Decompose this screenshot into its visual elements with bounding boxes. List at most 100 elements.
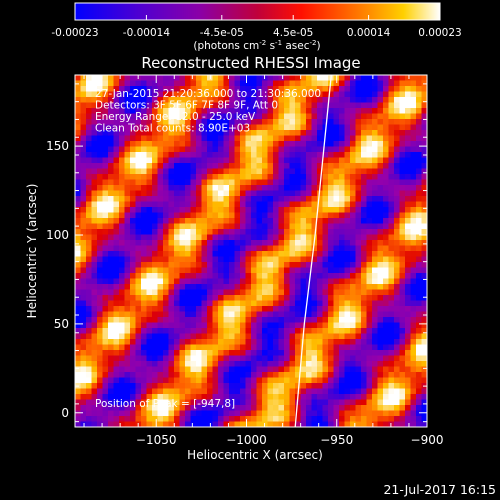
- heatmap-cell: [174, 190, 181, 197]
- heatmap-cell: [405, 75, 412, 82]
- heatmap-cell: [295, 168, 302, 175]
- heatmap-cell: [388, 289, 395, 296]
- heatmap-cell: [245, 405, 252, 412]
- heatmap-cell: [289, 168, 296, 175]
- heatmap-cell: [80, 267, 87, 274]
- heatmap-cell: [322, 168, 329, 175]
- heatmap-cell: [383, 108, 390, 115]
- heatmap-cell: [157, 388, 164, 395]
- heatmap-cell: [179, 295, 186, 302]
- heatmap-cell: [372, 240, 379, 247]
- heatmap-cell: [196, 322, 203, 329]
- heatmap-cell: [355, 284, 362, 291]
- heatmap-cell: [102, 366, 109, 373]
- heatmap-cell: [86, 86, 93, 93]
- heatmap-cell: [361, 113, 368, 120]
- heatmap-cell: [317, 80, 324, 87]
- heatmap-cell: [278, 196, 285, 203]
- heatmap-cell: [91, 75, 98, 82]
- heatmap-cell: [355, 234, 362, 241]
- heatmap-cell: [366, 234, 373, 241]
- heatmap-cell: [300, 190, 307, 197]
- heatmap-cell: [80, 322, 87, 329]
- heatmap-cell: [102, 185, 109, 192]
- heatmap-cell: [388, 295, 395, 302]
- heatmap-cell: [141, 229, 148, 236]
- heatmap-cell: [179, 135, 186, 142]
- heatmap-cell: [300, 339, 307, 346]
- heatmap-cell: [190, 361, 197, 368]
- heatmap-cell: [306, 174, 313, 181]
- heatmap-cell: [124, 113, 131, 120]
- heatmap-cell: [256, 91, 263, 98]
- heatmap-cell: [289, 284, 296, 291]
- heatmap-cell: [278, 97, 285, 104]
- heatmap-cell: [344, 273, 351, 280]
- heatmap-cell: [372, 289, 379, 296]
- heatmap-cell: [223, 124, 230, 131]
- heatmap-cell: [416, 311, 423, 318]
- heatmap-cell: [223, 223, 230, 230]
- heatmap-cell: [339, 322, 346, 329]
- heatmap-cell: [311, 218, 318, 225]
- heatmap-cell: [234, 201, 241, 208]
- heatmap-cell: [361, 124, 368, 131]
- heatmap-cell: [97, 372, 104, 379]
- heatmap-cell: [75, 295, 82, 302]
- heatmap-cell: [80, 179, 87, 186]
- heatmap-cell: [372, 273, 379, 280]
- heatmap-cell: [333, 339, 340, 346]
- heatmap-cell: [234, 185, 241, 192]
- heatmap-cell: [339, 80, 346, 87]
- heatmap-cell: [256, 152, 263, 159]
- heatmap-cell: [306, 141, 313, 148]
- heatmap-cell: [141, 86, 148, 93]
- heatmap-cell: [212, 278, 219, 285]
- heatmap-cell: [86, 207, 93, 214]
- heatmap-cell: [223, 311, 230, 318]
- heatmap-cell: [410, 218, 417, 225]
- heatmap-cell: [102, 212, 109, 219]
- heatmap-cell: [75, 207, 82, 214]
- heatmap-cell: [383, 185, 390, 192]
- heatmap-cell: [190, 421, 197, 427]
- heatmap-cell: [388, 190, 395, 197]
- heatmap-cell: [102, 163, 109, 170]
- heatmap-cell: [124, 212, 131, 219]
- heatmap-cell: [399, 102, 406, 109]
- heatmap-cell: [245, 218, 252, 225]
- heatmap-cell: [262, 185, 269, 192]
- heatmap-cell: [229, 97, 236, 104]
- heatmap-cell: [190, 284, 197, 291]
- heatmap-cell: [262, 262, 269, 269]
- heatmap-cell: [113, 377, 120, 384]
- heatmap-cell: [218, 273, 225, 280]
- heatmap-cell: [421, 405, 427, 412]
- heatmap-cell: [190, 355, 197, 362]
- heatmap-cell: [328, 190, 335, 197]
- heatmap-cell: [135, 333, 142, 340]
- heatmap-cell: [399, 421, 406, 427]
- heatmap-cell: [119, 240, 126, 247]
- heatmap-cell: [388, 416, 395, 423]
- heatmap-cell: [212, 80, 219, 87]
- heatmap-cell: [300, 218, 307, 225]
- heatmap-cell: [86, 328, 93, 335]
- heatmap-cell: [135, 185, 142, 192]
- heatmap-cell: [251, 416, 258, 423]
- heatmap-cell: [108, 322, 115, 329]
- heatmap-cell: [163, 421, 170, 427]
- heatmap-cell: [75, 333, 82, 340]
- heatmap-cell: [300, 273, 307, 280]
- heatmap-cell: [207, 339, 214, 346]
- heatmap-cell: [267, 372, 274, 379]
- heatmap-cell: [157, 91, 164, 98]
- heatmap-cell: [256, 278, 263, 285]
- heatmap-cell: [333, 146, 340, 153]
- heatmap-cell: [163, 256, 170, 263]
- heatmap-cell: [300, 108, 307, 115]
- heatmap-cell: [102, 91, 109, 98]
- heatmap-cell: [399, 388, 406, 395]
- heatmap-cell: [190, 289, 197, 296]
- heatmap-cell: [361, 223, 368, 230]
